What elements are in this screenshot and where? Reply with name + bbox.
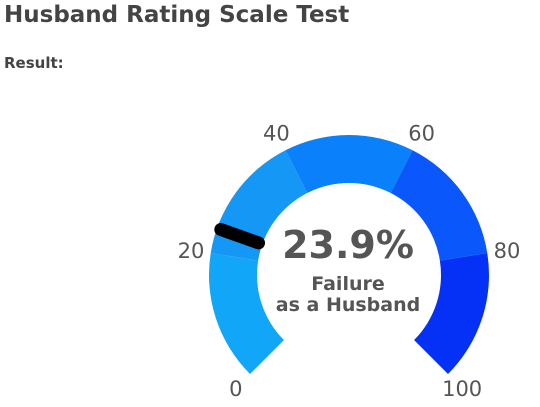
gauge-band [209,253,284,374]
chart-title: Husband Rating Scale Test [4,2,349,28]
tick-label: 80 [494,239,521,263]
value-label: 23.9% [282,223,414,267]
tick-label: 0 [229,377,242,401]
tick-label: 60 [408,121,435,145]
gauge-band [390,150,488,261]
tick-label: 100 [442,377,482,401]
gauge-band [414,253,489,374]
gauge-label: Failure [311,273,385,295]
subtitle: Result: [4,54,64,72]
tick-label: 40 [263,121,290,145]
needle [214,223,266,250]
gauge-band [285,135,413,194]
gauge-label: as a Husband [276,294,420,316]
tick-label: 20 [178,239,205,263]
